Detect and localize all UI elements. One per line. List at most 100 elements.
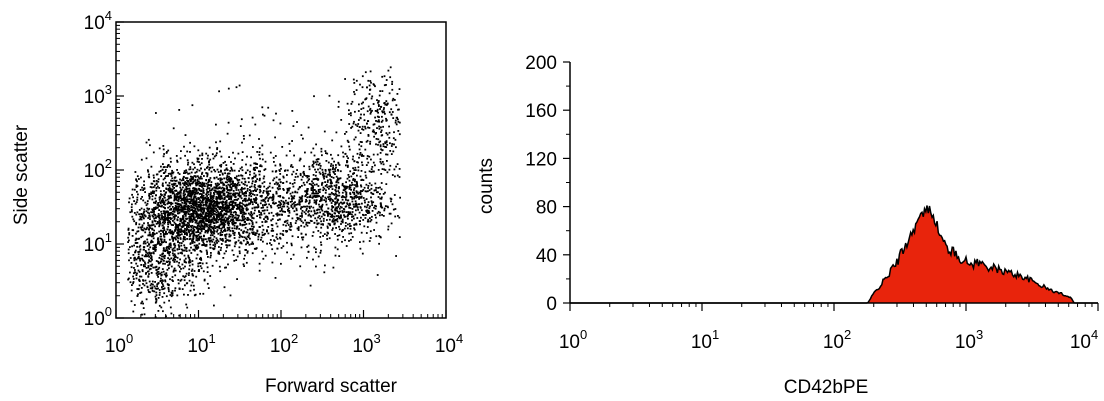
scatter-point	[338, 225, 340, 228]
scatter-point	[264, 220, 267, 222]
scatter-point	[394, 119, 397, 122]
scatter-point	[178, 245, 181, 248]
scatter-point	[195, 210, 198, 213]
scatter-point	[166, 246, 168, 248]
scatter-point	[228, 178, 230, 181]
scatter-point	[312, 166, 315, 168]
scatter-point	[178, 224, 181, 227]
scatter-point	[336, 198, 339, 201]
scatter-point	[185, 228, 188, 231]
scatter-point	[313, 201, 316, 204]
scatter-point	[204, 230, 207, 232]
scatter-point	[276, 238, 279, 240]
scatter-point	[255, 190, 257, 192]
scatter-point	[226, 179, 229, 181]
scatter-point	[382, 215, 385, 217]
scatter-point	[177, 279, 180, 281]
scatter-point	[130, 262, 133, 264]
scatter-point	[227, 263, 229, 266]
scatter-point	[340, 119, 343, 121]
scatter-point	[343, 214, 345, 217]
scatter-point	[331, 213, 334, 216]
scatter-point	[348, 186, 351, 189]
scatter-point	[212, 206, 215, 208]
scatter-point	[386, 153, 389, 156]
scatter-point	[162, 216, 165, 218]
scatter-point	[304, 151, 306, 154]
scatter-point	[186, 191, 189, 193]
scatter-point	[143, 246, 146, 248]
scatter-point	[138, 271, 141, 273]
scatter-point	[159, 244, 162, 246]
scatter-point	[173, 242, 176, 245]
scatter-point	[225, 204, 228, 206]
scatter-point	[173, 195, 176, 198]
scatter-point	[189, 215, 192, 218]
scatter-point	[320, 244, 323, 246]
scatter-point	[194, 234, 197, 237]
scatter-point	[365, 209, 368, 212]
scatter-point	[212, 157, 215, 160]
scatter-point	[182, 275, 185, 278]
scatter-point	[256, 215, 258, 217]
scatter-point	[333, 194, 336, 196]
scatter-point	[198, 189, 201, 192]
scatter-point	[223, 212, 226, 215]
scatter-point	[214, 201, 216, 203]
scatter-point	[236, 184, 239, 187]
scatter-point	[171, 169, 173, 172]
scatter-point	[279, 122, 282, 125]
scatter-point	[345, 187, 347, 189]
scatter-point	[322, 217, 325, 220]
scatter-point	[215, 196, 218, 198]
scatter-point	[262, 206, 264, 209]
scatter-point	[242, 200, 244, 202]
scatter-point	[251, 207, 254, 210]
scatter-point	[198, 217, 201, 220]
scatter-point	[169, 222, 172, 225]
scatter-point	[367, 210, 370, 212]
scatter-point	[315, 195, 317, 197]
scatter-point	[366, 226, 369, 228]
scatter-point	[258, 269, 261, 272]
scatter-point	[217, 232, 220, 235]
scatter-point	[212, 212, 215, 215]
scatter-point	[391, 99, 394, 102]
scatter-point	[330, 180, 333, 183]
scatter-point	[250, 195, 253, 198]
scatter-point	[179, 182, 182, 185]
scatter-point	[259, 202, 262, 205]
scatter-point	[157, 202, 160, 204]
scatter-point	[228, 202, 231, 204]
scatter-point	[369, 80, 372, 82]
scatter-point	[207, 205, 210, 208]
scatter-point	[359, 116, 362, 119]
scatter-point	[147, 169, 149, 172]
scatter-point	[157, 268, 160, 270]
scatter-point	[202, 292, 205, 295]
scatter-point	[261, 106, 264, 109]
scatter-point	[136, 190, 138, 193]
scatter-point	[159, 195, 162, 198]
scatter-point	[154, 197, 157, 200]
scatter-point	[234, 222, 237, 224]
scatter-point	[275, 192, 278, 195]
scatter-point	[199, 250, 202, 252]
scatter-point	[390, 113, 393, 116]
scatter-point	[191, 191, 193, 194]
scatter-point	[334, 197, 336, 200]
scatter-point	[184, 224, 187, 226]
scatter-point	[282, 175, 285, 178]
scatter-point	[229, 192, 231, 195]
scatter-point	[322, 220, 325, 222]
scatter-point	[319, 236, 322, 238]
scatter-point	[310, 187, 313, 190]
scatter-point	[197, 217, 199, 220]
scatter-point	[349, 193, 352, 196]
scatter-point	[198, 180, 200, 183]
scatter-point	[223, 187, 226, 190]
scatter-point	[235, 213, 237, 216]
scatter-point	[168, 238, 171, 241]
scatter-point	[369, 112, 372, 115]
scatter-point	[289, 192, 292, 195]
